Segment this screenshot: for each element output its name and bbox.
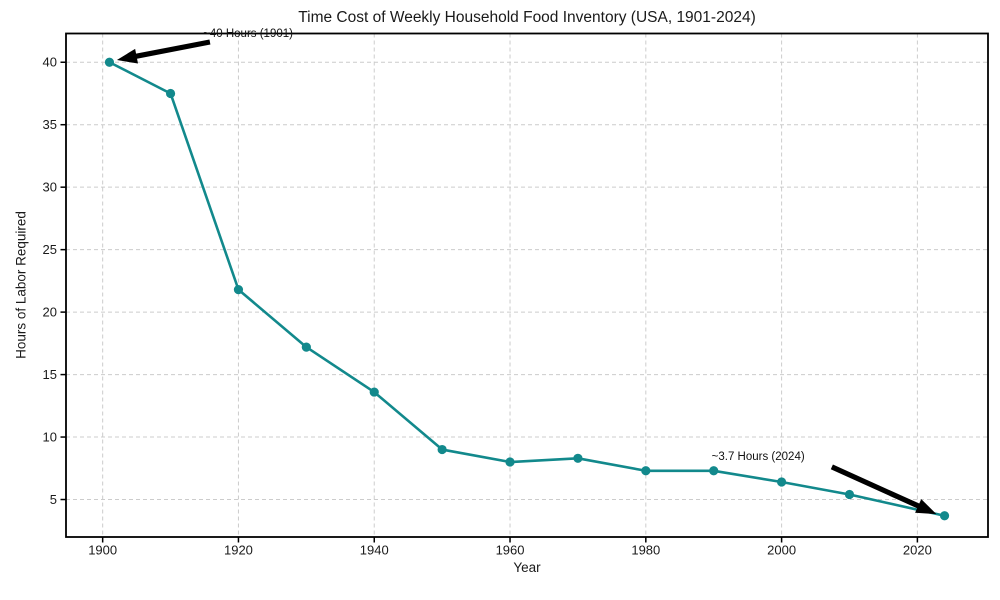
- x-axis-label: Year: [513, 560, 541, 575]
- data-point-marker: [301, 342, 311, 352]
- data-point-marker: [777, 477, 787, 487]
- axes-spines: [65, 32, 989, 538]
- annotation-arrow-shaft: [132, 39, 211, 60]
- x-tick-label: 1920: [224, 543, 253, 558]
- y-tick-label: 15: [43, 367, 57, 382]
- data-point-marker: [709, 466, 719, 476]
- y-axis-label: Hours of Labor Required: [13, 211, 29, 359]
- x-tick-label: 2000: [767, 543, 796, 558]
- data-point-marker: [939, 511, 950, 521]
- annotation-1901: ~40 Hours (1901): [203, 27, 293, 40]
- data-point-marker: [437, 444, 447, 455]
- data-point-marker: [573, 453, 583, 463]
- x-tick-label: 1900: [88, 543, 117, 558]
- y-tick-label: 25: [43, 242, 57, 257]
- annotation-arrow-shaft: [830, 464, 923, 510]
- x-tick-label: 2020: [903, 543, 932, 558]
- x-tick-label: 1980: [631, 543, 660, 558]
- data-point-marker: [844, 489, 855, 500]
- y-tick-label: 40: [43, 55, 57, 70]
- annotation-arrow-head: [915, 499, 937, 515]
- annotation-arrows: [116, 39, 937, 515]
- data-point-marker: [165, 88, 176, 99]
- x-tick-label: 1960: [496, 543, 525, 558]
- x-tick-labels: 1900 1920 1940 1960 1980 2000 2020: [88, 543, 932, 558]
- y-tick-labels: 5 10 15 20 25 30 35 40: [43, 55, 57, 507]
- data-point-marker: [505, 457, 515, 467]
- data-point-marker: [233, 285, 244, 295]
- y-tick-label: 35: [43, 117, 57, 132]
- chart-title: Time Cost of Weekly Household Food Inven…: [298, 9, 756, 26]
- y-tick-label: 30: [43, 180, 57, 195]
- annotation-arrow-head: [116, 48, 138, 64]
- y-tick-label: 20: [43, 305, 57, 320]
- data-point-marker: [369, 387, 379, 397]
- data-point-markers: [104, 57, 950, 521]
- y-tick-label: 10: [43, 430, 57, 445]
- y-tick-label: 5: [50, 492, 57, 507]
- x-tick-label: 1940: [360, 543, 389, 558]
- data-point-marker: [641, 466, 651, 476]
- tick-marks: [60, 61, 919, 543]
- annotation-2024: ~3.7 Hours (2024): [711, 450, 805, 463]
- data-point-marker: [104, 57, 115, 67]
